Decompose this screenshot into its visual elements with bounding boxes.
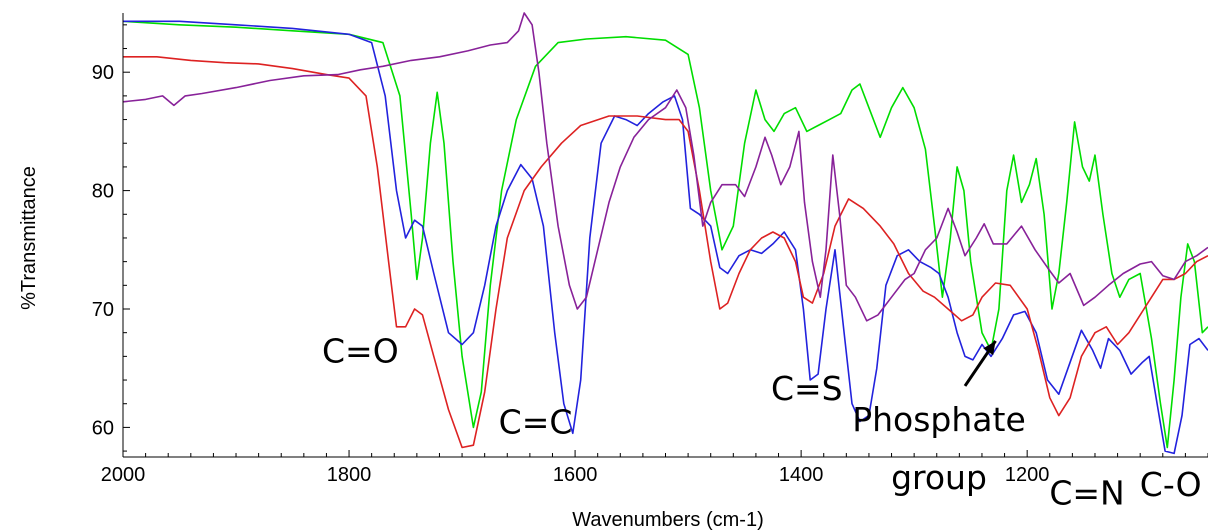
peak-annotation-3: C=S (771, 369, 843, 408)
peak-annotation-6: C=N (1049, 473, 1124, 512)
y-tick-label: 90 (92, 62, 114, 84)
y-axis-title: %Transmittance (18, 166, 40, 310)
x-tick-label: 1600 (553, 464, 598, 486)
y-tick-label: 70 (92, 299, 114, 321)
peak-annotation-5: group (891, 458, 987, 497)
x-tick-label: 2000 (101, 464, 146, 486)
series-line-3 (123, 56, 1208, 449)
axes-layer: 2000 1800 1600 1400 1200 60 70 80 90 (92, 13, 1208, 486)
y-tick-label: 80 (92, 181, 114, 203)
x-tick-label: 1200 (1005, 464, 1050, 486)
x-axis-title: Wavenumbers (cm-1) (572, 509, 764, 531)
series-line-1 (122, 20, 1208, 449)
peak-annotation-2: C=C (499, 402, 573, 441)
peak-annotation-1: C=O (322, 331, 399, 370)
series-line-4 (122, 12, 1208, 322)
peak-annotation-4: Phosphate (852, 400, 1026, 439)
y-tick-label: 60 (92, 417, 114, 439)
phosphate-arrow-head (983, 340, 996, 356)
x-tick-label: 1800 (327, 464, 372, 486)
series-line-2 (123, 20, 1208, 455)
series-layer (122, 12, 1208, 455)
x-tick-label: 1400 (779, 464, 824, 486)
peak-annotation-7: C-O (1140, 465, 1202, 504)
